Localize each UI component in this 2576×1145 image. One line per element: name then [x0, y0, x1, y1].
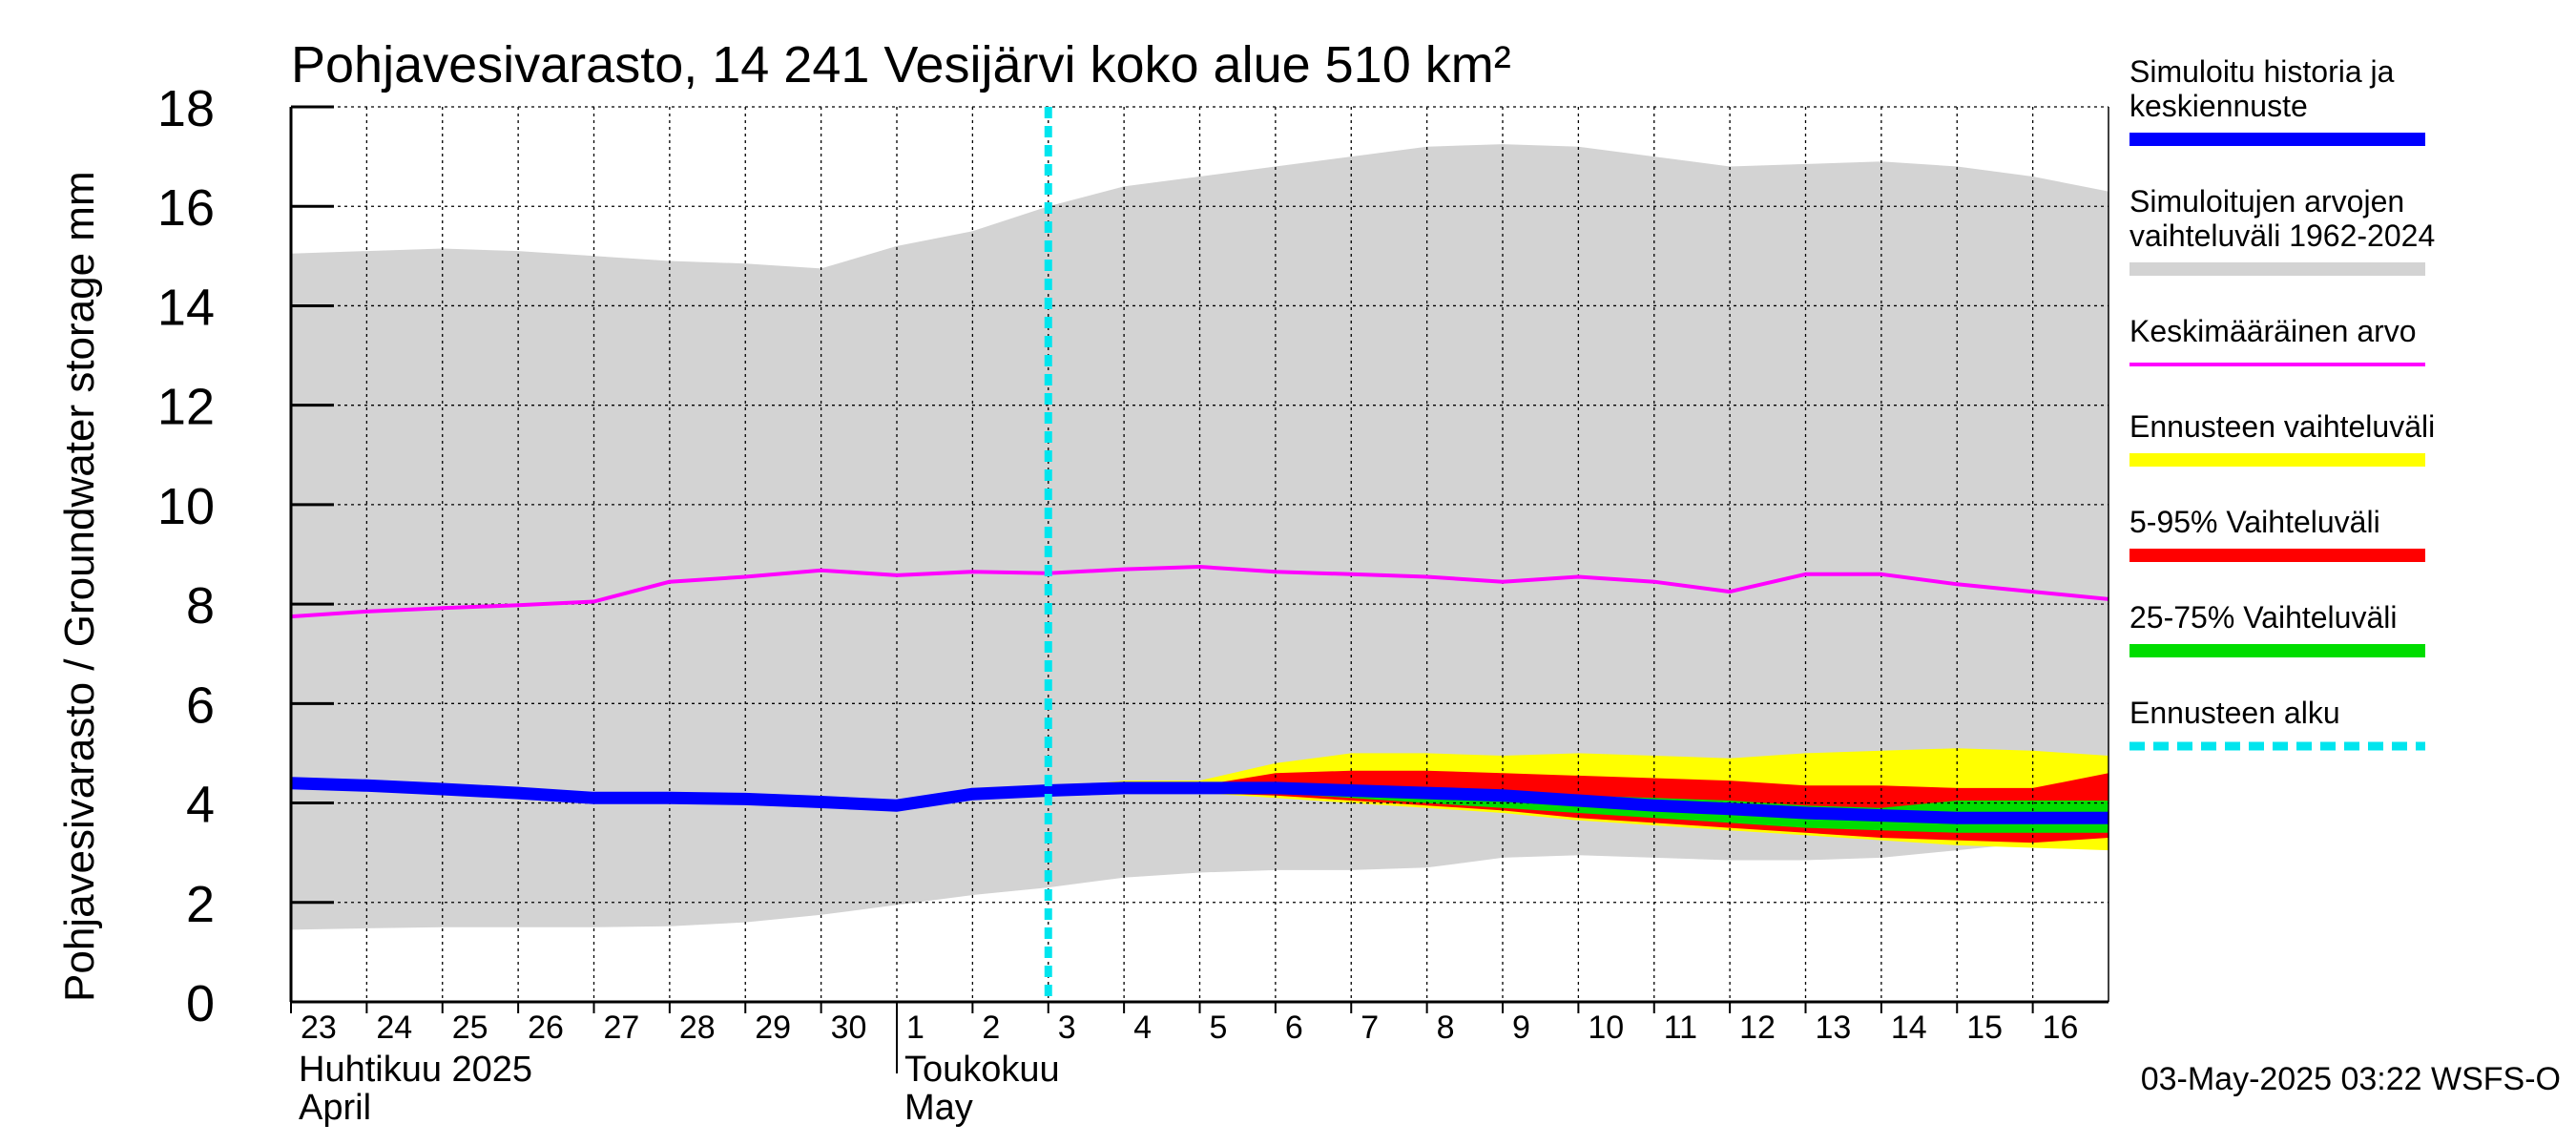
- x-tick-label: 1: [906, 1010, 924, 1046]
- y-tick-label: 10: [157, 478, 215, 535]
- month-label: Toukokuu: [904, 1050, 1060, 1090]
- x-tick-label: 29: [755, 1010, 791, 1046]
- x-tick-label: 11: [1664, 1010, 1697, 1046]
- x-tick-label: 10: [1588, 1010, 1624, 1046]
- y-tick-label: 4: [186, 777, 215, 834]
- x-tick-label: 16: [2043, 1010, 2079, 1046]
- y-tick-label: 12: [157, 379, 215, 436]
- legend-swatch: [2129, 453, 2425, 467]
- legend-label: Keskimääräinen arvo: [2129, 314, 2417, 348]
- y-tick-label: 16: [157, 179, 215, 237]
- x-tick-label: 7: [1361, 1010, 1379, 1046]
- legend-label: Simuloitu historia ja: [2129, 54, 2395, 89]
- y-tick-label: 6: [186, 677, 215, 734]
- x-tick-label: 13: [1816, 1010, 1852, 1046]
- legend-label: Simuloitujen arvojen: [2129, 184, 2404, 219]
- y-tick-label: 14: [157, 279, 215, 336]
- x-tick-label: 27: [604, 1010, 640, 1046]
- y-tick-label: 2: [186, 876, 215, 933]
- legend-label: Ennusteen alku: [2129, 696, 2340, 730]
- x-tick-label: 15: [1966, 1010, 2003, 1046]
- grid: [291, 106, 2109, 1002]
- footer-timestamp: 03-May-2025 03:22 WSFS-O: [2141, 1061, 2561, 1097]
- mean-line: [290, 565, 2109, 619]
- x-tick-label: 28: [679, 1010, 716, 1046]
- legend-swatch: [2129, 133, 2425, 146]
- legend-label: 5-95% Vaihteluväli: [2129, 505, 2380, 539]
- y-tick-label: 18: [157, 80, 215, 137]
- x-tick-label: 25: [452, 1010, 488, 1046]
- lines: [290, 107, 2109, 1002]
- y-tick-label: 0: [186, 975, 215, 1032]
- month-label-en: April: [299, 1088, 371, 1128]
- x-tick-label: 30: [831, 1010, 867, 1046]
- y-axis-label: Pohjavesivarasto / Groundwater storage m…: [56, 171, 103, 1002]
- legend-label: 25-75% Vaihteluväli: [2129, 600, 2397, 635]
- legend-swatch: [2129, 644, 2425, 657]
- month-label-en: May: [904, 1088, 973, 1128]
- legend-swatch: [2129, 549, 2425, 562]
- x-tick-label: 5: [1210, 1010, 1228, 1046]
- legend-label: keskiennuste: [2129, 89, 2308, 123]
- x-tick-label: 6: [1285, 1010, 1303, 1046]
- legend-swatch: [2129, 262, 2425, 276]
- x-tick-label: 9: [1512, 1010, 1530, 1046]
- x-tick-label: 24: [376, 1010, 412, 1046]
- x-tick-label: 12: [1739, 1010, 1776, 1046]
- month-label: Huhtikuu 2025: [299, 1050, 532, 1090]
- x-tick-label: 3: [1058, 1010, 1076, 1046]
- y-tick-label: 8: [186, 577, 215, 635]
- legend-label: Ennusteen vaihteluväli: [2129, 409, 2435, 444]
- x-tick-label: 4: [1133, 1010, 1152, 1046]
- chart-title: Pohjavesivarasto, 14 241 Vesijärvi koko …: [291, 36, 1511, 94]
- x-tick-label: 2: [982, 1010, 1000, 1046]
- x-tick-label: 8: [1437, 1010, 1455, 1046]
- legend-label: vaihteluväli 1962-2024: [2129, 219, 2435, 253]
- x-tick-label: 23: [301, 1010, 337, 1046]
- x-tick-label: 14: [1891, 1010, 1927, 1046]
- median-line: [290, 777, 2109, 824]
- x-tick-label: 26: [528, 1010, 564, 1046]
